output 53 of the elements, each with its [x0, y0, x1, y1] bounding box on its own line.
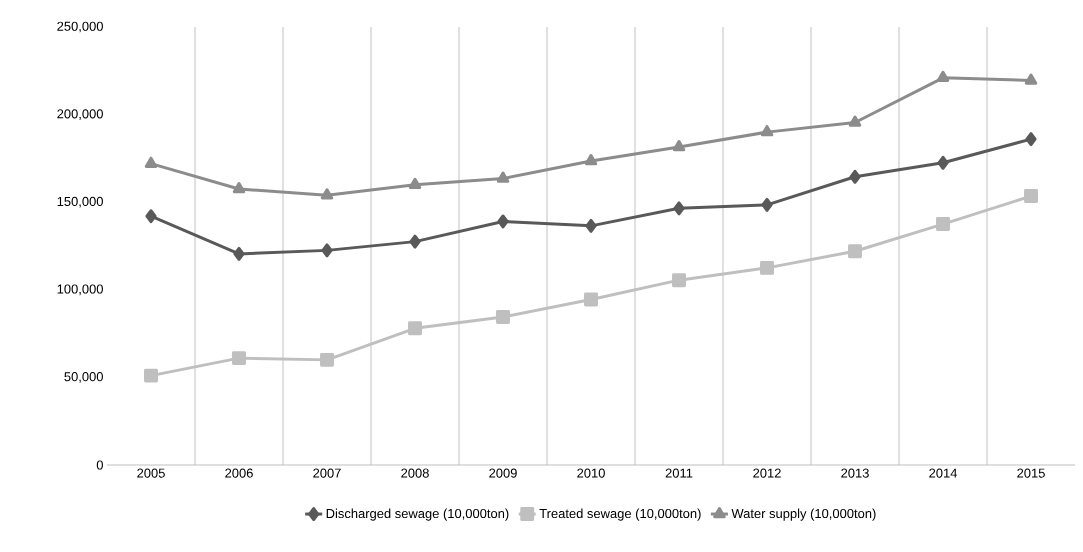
point: [585, 218, 597, 233]
y-tick-label: 50,000: [64, 372, 103, 383]
point: [320, 352, 334, 367]
y-tick-label: 250,000: [57, 21, 103, 33]
point: [672, 273, 686, 288]
x-tick-label: 2009: [489, 468, 517, 478]
point: [1025, 132, 1037, 147]
y-tick-label: 100,000: [57, 284, 103, 296]
point: [673, 201, 685, 216]
point: [1024, 189, 1038, 204]
point: [937, 155, 949, 170]
point: [233, 246, 245, 261]
x-tick-label: 2011: [665, 468, 693, 478]
point: [408, 177, 422, 189]
point: [1024, 73, 1038, 85]
point: [936, 70, 950, 83]
x-tick-label: 2008: [401, 468, 429, 478]
x-tick-label: 2010: [577, 468, 605, 478]
x-tick-label: 2005: [137, 468, 165, 478]
point: [320, 188, 334, 200]
point: [849, 169, 861, 184]
point: [409, 234, 421, 249]
x-tick-label: 2007: [313, 468, 341, 478]
x-tick-label: 2013: [841, 468, 869, 478]
point: [760, 125, 774, 137]
x-tick-label: 2015: [1017, 468, 1045, 478]
point: [321, 243, 333, 258]
x-tick-label: 2014: [929, 468, 958, 478]
point: [144, 156, 158, 168]
point: [232, 351, 246, 366]
point: [761, 197, 773, 212]
point: [144, 368, 158, 383]
point: [936, 217, 950, 232]
y-tick-label: 150,000: [57, 196, 103, 208]
point: [232, 182, 246, 194]
y-tick-label: 0: [96, 460, 103, 470]
legend-label: Discharged sewage (10,000ton): [326, 508, 509, 521]
point: [584, 292, 598, 307]
point: [848, 244, 862, 259]
point: [497, 214, 509, 229]
point: [760, 260, 774, 275]
x-tick-label: 2006: [225, 468, 253, 478]
point: [848, 115, 862, 127]
point: [408, 321, 422, 336]
y-tick-label: 200,000: [57, 109, 103, 120]
legend-label: Water supply (10,000ton): [731, 508, 876, 521]
point: [496, 171, 510, 183]
point: [145, 209, 157, 224]
x-tick-label: 2012: [753, 468, 781, 478]
legend-label: Treated sewage (10,000ton): [539, 508, 701, 521]
point: [672, 140, 686, 152]
point: [496, 309, 510, 324]
point: [584, 154, 598, 166]
